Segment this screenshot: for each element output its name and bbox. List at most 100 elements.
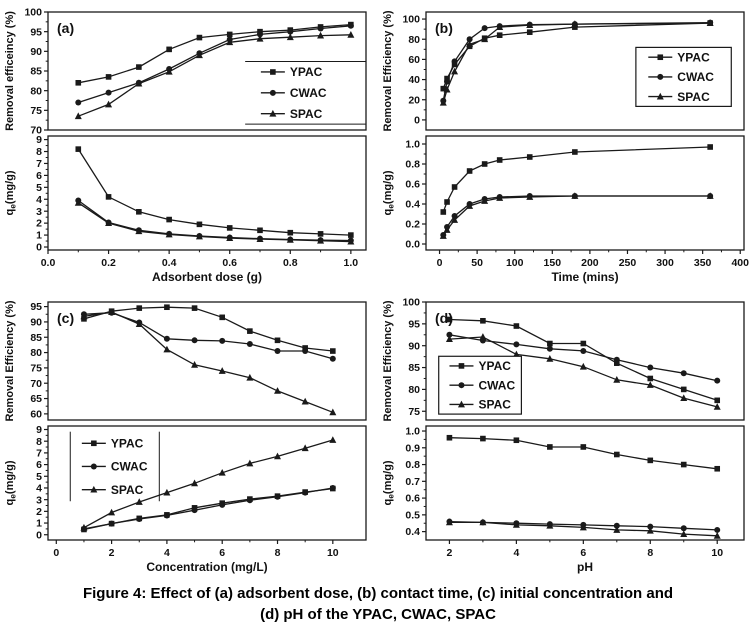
marker-circle — [714, 526, 721, 533]
marker-square — [164, 304, 170, 311]
marker-circle — [680, 370, 687, 377]
panel-c: 60 65 70 75 80 85 90 95 Removal Efficiency (%) 0 1… — [0, 290, 378, 580]
marker-square — [714, 397, 721, 404]
caption-line-2: (d) pH of the YPAC, CWAC, SPAC — [260, 606, 496, 623]
y-axis-label: qe(mg/g) — [4, 460, 18, 505]
marker-triangle — [135, 498, 143, 505]
marker-circle — [458, 382, 465, 389]
marker-triangle — [226, 38, 234, 46]
y-tick-label: 0.6 — [405, 493, 420, 505]
marker-circle — [269, 89, 276, 96]
marker-triangle — [439, 98, 447, 106]
panel-c-legend: YPAC CWAC SPAC — [69, 431, 160, 502]
marker-triangle — [512, 350, 520, 358]
y-tick-label: 1.0 — [405, 426, 420, 438]
marker-triangle — [706, 19, 714, 26]
marker-triangle — [226, 234, 234, 241]
marker-triangle — [135, 79, 143, 87]
x-tick-label: 150 — [544, 257, 562, 269]
legend-label-ypac: YPAC — [677, 50, 710, 64]
marker-triangle — [526, 21, 534, 29]
figure-caption: Figure 4: Effect of (a) adsorbent dose, … — [0, 583, 756, 625]
y-tick-label: 7 — [36, 447, 42, 459]
marker-square — [451, 61, 458, 68]
x-tick-label: 350 — [694, 257, 712, 269]
marker-square — [614, 360, 620, 366]
marker-triangle — [90, 485, 98, 493]
marker-square — [226, 31, 233, 38]
marker-square — [547, 444, 553, 450]
marker-square — [274, 337, 281, 344]
marker-circle — [446, 331, 453, 338]
y-tick-label: 0.0 — [405, 239, 420, 251]
marker-circle — [647, 523, 654, 530]
marker-triangle — [512, 521, 520, 528]
marker-circle — [444, 78, 451, 85]
marker-triangle — [496, 23, 504, 31]
y-axis-label: Removal Efficiency (%) — [4, 300, 16, 421]
marker-circle — [680, 525, 687, 532]
marker-circle — [274, 493, 281, 500]
panel-b-chart: 0 20 40 60 80 100 Removal Efficiency (%) 0.0 0.2… — [382, 10, 749, 284]
series-spac-b-top — [439, 19, 714, 106]
marker-square — [526, 29, 533, 35]
y-tick-label: 95 — [30, 301, 42, 313]
y-tick-label: 0.7 — [405, 476, 420, 488]
marker-triangle — [74, 199, 82, 206]
marker-triangle — [479, 518, 487, 526]
marker-triangle — [526, 193, 534, 200]
marker-triangle — [135, 227, 143, 235]
y-tick-label: 0.5 — [405, 509, 420, 521]
y-tick-label: 80 — [408, 384, 420, 396]
marker-circle — [613, 356, 620, 363]
marker-square — [166, 216, 172, 223]
marker-triangle — [713, 403, 721, 410]
x-tick-label: 8 — [647, 547, 653, 559]
y-tick-label: 9 — [36, 424, 42, 436]
x-tick-label: 4 — [164, 547, 170, 559]
marker-triangle — [496, 194, 504, 201]
series-ypac-d-bottom — [446, 434, 721, 472]
marker-square — [270, 69, 276, 75]
marker-square — [451, 184, 458, 190]
series-ypac-a-bottom — [75, 146, 354, 238]
x-axis-label: Concentration (mg/L) — [146, 560, 267, 574]
x-axis-label: Adsorbent dose (g) — [152, 270, 262, 284]
x-axis-label: pH — [577, 560, 593, 574]
marker-triangle — [347, 31, 355, 38]
marker-circle — [257, 31, 263, 38]
panel-d: 75 80 85 90 95 100 Removal Efficiency (%) 0.4 0.… — [378, 290, 756, 580]
marker-square — [657, 54, 664, 61]
panel-b-legend: YPAC CWAC SPAC — [635, 46, 732, 108]
y-axis-label: Removal efficeincy (%) — [4, 11, 16, 131]
marker-triangle — [680, 394, 688, 402]
x-tick-label: 100 — [506, 257, 524, 269]
panel-a-legend: YPAC CWAC SPAC — [245, 61, 366, 125]
marker-square — [444, 75, 450, 82]
x-tick-label: 6 — [580, 547, 586, 559]
y-tick-label: 100 — [402, 297, 420, 309]
x-tick-label: 0 — [53, 547, 59, 559]
marker-circle — [274, 348, 281, 355]
marker-triangle — [274, 452, 282, 460]
marker-triangle — [286, 236, 294, 243]
marker-triangle — [80, 523, 88, 531]
series-ypac-b-bottom — [440, 144, 713, 215]
x-tick-label: 10 — [711, 547, 723, 559]
marker-square — [647, 375, 654, 382]
marker-triangle — [195, 51, 203, 59]
marker-square — [496, 32, 503, 38]
legend-label-ypac: YPAC — [290, 65, 323, 79]
y-tick-label: 85 — [408, 362, 420, 374]
marker-square — [714, 465, 721, 472]
marker-circle — [347, 22, 354, 29]
y-tick-label: 6 — [36, 170, 42, 182]
marker-square — [480, 435, 486, 442]
x-tick-label: 400 — [731, 257, 749, 269]
panel-letter-b: (b) — [435, 20, 453, 36]
y-tick-label: 90 — [30, 317, 42, 329]
marker-triangle — [165, 67, 173, 75]
marker-circle — [657, 73, 664, 80]
marker-triangle — [74, 112, 82, 120]
